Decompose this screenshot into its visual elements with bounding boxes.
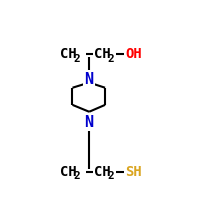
Text: CH: CH xyxy=(60,165,76,179)
Text: N: N xyxy=(84,72,93,87)
Text: 2: 2 xyxy=(73,171,80,181)
Text: CH: CH xyxy=(93,165,110,179)
Text: SH: SH xyxy=(124,165,141,179)
Text: 2: 2 xyxy=(73,54,80,64)
Text: 2: 2 xyxy=(107,54,114,64)
Text: OH: OH xyxy=(124,47,141,61)
Text: CH: CH xyxy=(93,47,110,61)
Text: CH: CH xyxy=(60,47,76,61)
Text: N: N xyxy=(84,115,93,130)
Text: 2: 2 xyxy=(107,171,114,181)
